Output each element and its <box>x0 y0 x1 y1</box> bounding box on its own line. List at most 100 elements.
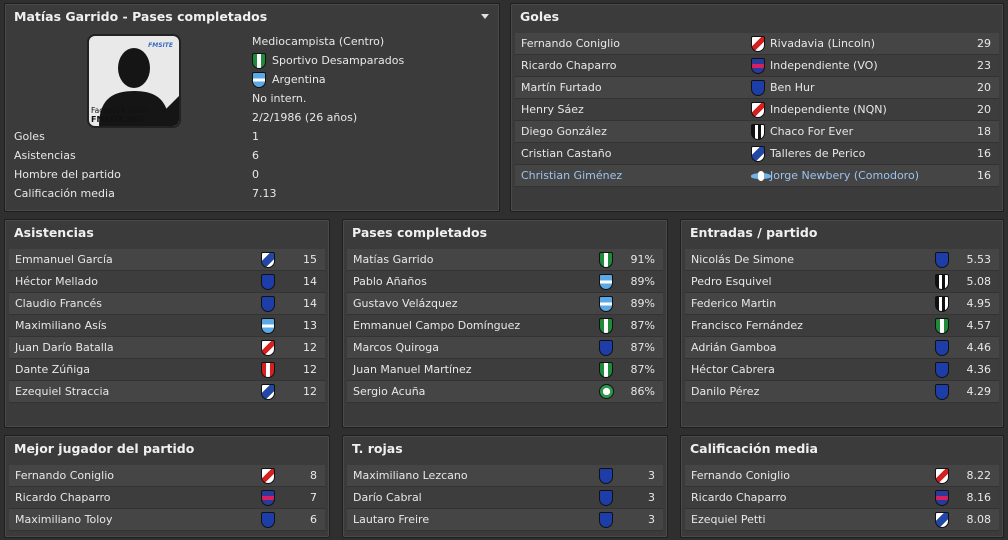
list-item[interactable]: Ezequiel Petti 8.08 <box>685 509 999 531</box>
list-item[interactable]: Maximiliano Asís 13 <box>9 315 325 337</box>
club-icon-slot[interactable] <box>599 252 613 276</box>
club-icon-slot[interactable] <box>751 102 765 126</box>
club-name[interactable]: Independiente (VO) <box>770 59 878 72</box>
list-item[interactable]: Martín Furtado Ben Hur 20 <box>515 77 999 99</box>
player-name[interactable]: Emmanuel García <box>15 253 113 266</box>
club-name[interactable]: Rivadavia (Lincoln) <box>770 37 876 50</box>
player-name[interactable]: Francisco Fernández <box>691 319 803 332</box>
list-item[interactable]: Fernando Coniglio Rivadavia (Lincoln) 29 <box>515 33 999 55</box>
player-name[interactable]: Henry Sáez <box>521 103 584 116</box>
list-item[interactable]: Henry Sáez Independiente (NQN) 20 <box>515 99 999 121</box>
list-item[interactable]: Sergio Acuña 86% <box>347 381 663 403</box>
player-name[interactable]: Christian Giménez <box>521 169 623 182</box>
list-item[interactable]: Héctor Mellado 14 <box>9 271 325 293</box>
list-item[interactable]: Pedro Esquivel 5.08 <box>685 271 999 293</box>
club-icon-slot[interactable] <box>261 252 275 276</box>
list-item[interactable]: Fernando Coniglio 8.22 <box>685 465 999 487</box>
player-name[interactable]: Maximiliano Lezcano <box>353 469 468 482</box>
club-icon-slot[interactable] <box>261 512 275 536</box>
club-icon-slot[interactable] <box>599 340 613 364</box>
club-icon-slot[interactable] <box>599 384 614 407</box>
list-item[interactable]: Juan Darío Batalla 12 <box>9 337 325 359</box>
list-item[interactable]: Emmanuel García 15 <box>9 249 325 271</box>
list-item[interactable]: Ricardo Chaparro 7 <box>9 487 325 509</box>
player-name[interactable]: Darío Cabral <box>353 491 422 504</box>
list-item[interactable]: Fernando Coniglio 8 <box>9 465 325 487</box>
club-icon-slot[interactable] <box>599 468 613 492</box>
list-item[interactable]: Héctor Cabrera 4.36 <box>685 359 999 381</box>
list-item[interactable]: Adrián Gamboa 4.46 <box>685 337 999 359</box>
player-name[interactable]: Dante Zúñiga <box>15 363 91 376</box>
club-name[interactable]: Chaco For Ever <box>770 125 854 138</box>
club-text[interactable]: Sportivo Desamparados <box>272 54 405 67</box>
player-name[interactable]: Ezequiel Straccia <box>15 385 110 398</box>
list-item[interactable]: Emmanuel Campo Domínguez 87% <box>347 315 663 337</box>
player-name[interactable]: Fernando Coniglio <box>15 469 114 482</box>
player-name[interactable]: Fernando Coniglio <box>691 469 790 482</box>
list-item[interactable]: Christian Giménez Jorge Newbery (Comodoro… <box>515 165 999 187</box>
club-icon-slot[interactable] <box>751 80 765 104</box>
club-icon-slot[interactable] <box>751 168 771 190</box>
list-item[interactable]: Diego González Chaco For Ever 18 <box>515 121 999 143</box>
player-name[interactable]: Marcos Quiroga <box>353 341 439 354</box>
player-club[interactable]: Sportivo Desamparados <box>252 51 404 70</box>
player-name[interactable]: Juan Manuel Martínez <box>353 363 472 376</box>
club-icon-slot[interactable] <box>261 490 275 514</box>
club-icon-slot[interactable] <box>935 318 949 342</box>
list-item[interactable]: Lautaro Freire 3 <box>347 509 663 531</box>
player-name[interactable]: Claudio Francés <box>15 297 103 310</box>
club-icon-slot[interactable] <box>751 36 765 60</box>
club-icon-slot[interactable] <box>935 468 949 492</box>
club-icon-slot[interactable] <box>751 58 765 82</box>
list-item[interactable]: Claudio Francés 14 <box>9 293 325 315</box>
list-item[interactable]: Dante Zúñiga 12 <box>9 359 325 381</box>
club-name[interactable]: Talleres de Perico <box>770 147 866 160</box>
club-name[interactable]: Ben Hur <box>770 81 815 94</box>
player-name[interactable]: Ezequiel Petti <box>691 513 766 526</box>
player-name[interactable]: Héctor Cabrera <box>691 363 775 376</box>
player-name[interactable]: Pablo Añaños <box>353 275 427 288</box>
player-name[interactable]: Gustavo Velázquez <box>353 297 458 310</box>
list-item[interactable]: Pablo Añaños 89% <box>347 271 663 293</box>
player-name[interactable]: Martín Furtado <box>521 81 602 94</box>
player-name[interactable]: Ricardo Chaparro <box>691 491 787 504</box>
club-name[interactable]: Independiente (NQN) <box>770 103 887 116</box>
list-item[interactable]: Cristian Castaño Talleres de Perico 16 <box>515 143 999 165</box>
list-item[interactable]: Danilo Pérez 4.29 <box>685 381 999 403</box>
club-icon-slot[interactable] <box>935 296 949 320</box>
list-item[interactable]: Darío Cabral 3 <box>347 487 663 509</box>
club-icon-slot[interactable] <box>751 124 765 148</box>
club-icon-slot[interactable] <box>599 318 613 342</box>
club-icon-slot[interactable] <box>935 274 949 298</box>
club-icon-slot[interactable] <box>261 340 275 364</box>
list-item[interactable]: Ezequiel Straccia 12 <box>9 381 325 403</box>
list-item[interactable]: Nicolás De Simone 5.53 <box>685 249 999 271</box>
player-name[interactable]: Maximiliano Toloy <box>15 513 113 526</box>
club-icon-slot[interactable] <box>935 362 949 386</box>
club-icon-slot[interactable] <box>751 146 765 170</box>
player-name[interactable]: Nicolás De Simone <box>691 253 795 266</box>
player-name[interactable]: Lautaro Freire <box>353 513 430 526</box>
club-icon-slot[interactable] <box>935 252 949 276</box>
dropdown-arrow-icon[interactable] <box>481 14 489 19</box>
club-icon-slot[interactable] <box>599 296 613 320</box>
player-name[interactable]: Emmanuel Campo Domínguez <box>353 319 521 332</box>
player-nation[interactable]: Argentina <box>252 70 326 89</box>
list-item[interactable]: Ricardo Chaparro Independiente (VO) 23 <box>515 55 999 77</box>
list-item[interactable]: Federico Martin 4.95 <box>685 293 999 315</box>
list-item[interactable]: Juan Manuel Martínez 87% <box>347 359 663 381</box>
player-name[interactable]: Federico Martin <box>691 297 777 310</box>
panel-title[interactable]: Matías Garrido - Pases completados <box>5 4 499 30</box>
club-icon-slot[interactable] <box>261 384 275 408</box>
player-name[interactable]: Danilo Pérez <box>691 385 760 398</box>
player-name[interactable]: Cristian Castaño <box>521 147 612 160</box>
club-icon-slot[interactable] <box>935 340 949 364</box>
player-name[interactable]: Fernando Coniglio <box>521 37 620 50</box>
club-icon-slot[interactable] <box>261 318 275 342</box>
list-item[interactable]: Maximiliano Toloy 6 <box>9 509 325 531</box>
player-name[interactable]: Sergio Acuña <box>353 385 426 398</box>
list-item[interactable]: Francisco Fernández 4.57 <box>685 315 999 337</box>
player-name[interactable]: Ricardo Chaparro <box>15 491 111 504</box>
club-icon-slot[interactable] <box>261 296 275 320</box>
player-name[interactable]: Maximiliano Asís <box>15 319 107 332</box>
